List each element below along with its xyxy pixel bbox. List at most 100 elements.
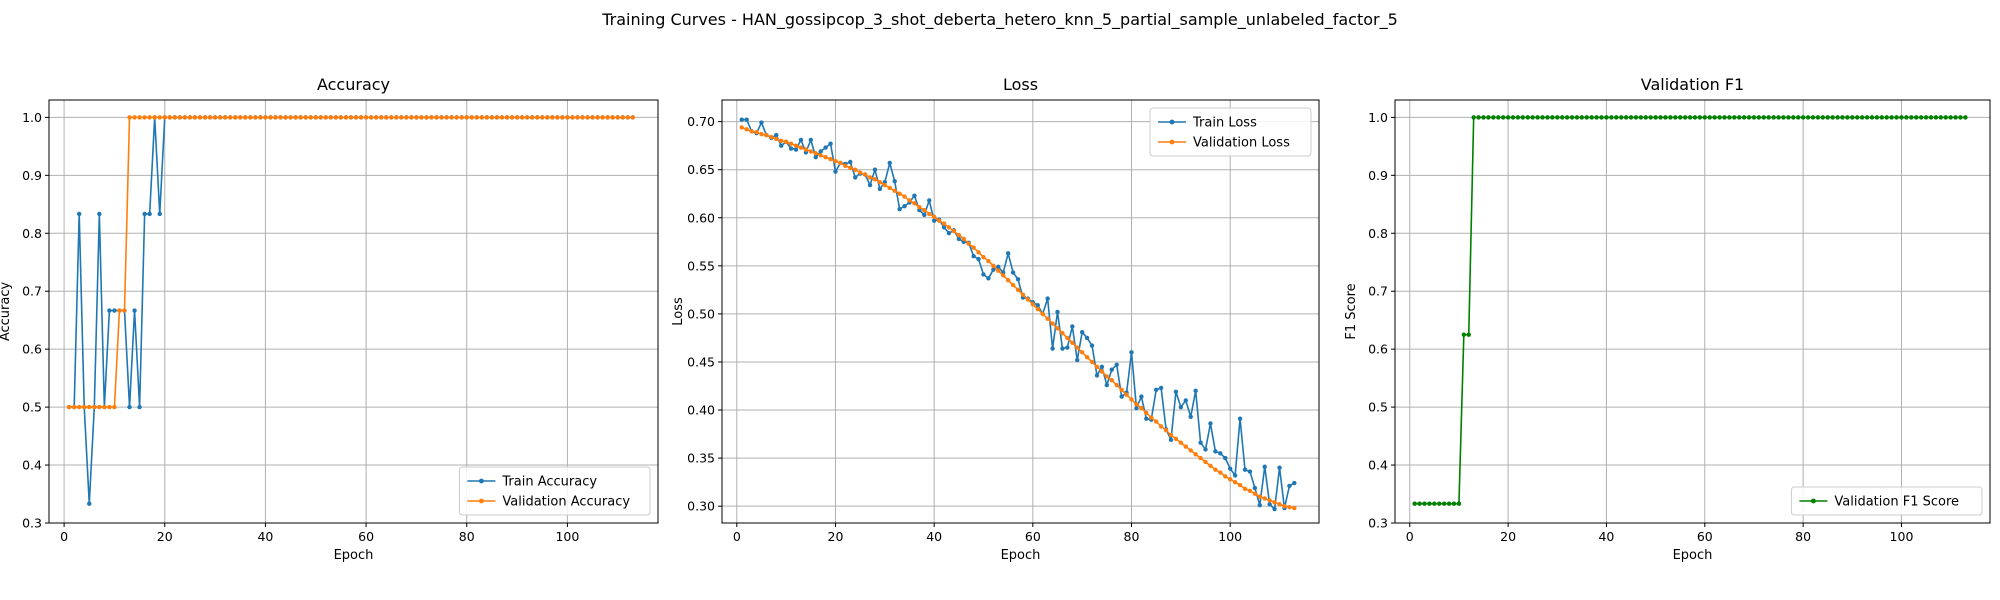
y-tick-label: 0.60: [687, 210, 715, 225]
data-point: [853, 167, 858, 172]
data-point: [813, 155, 818, 160]
data-point: [1805, 115, 1811, 120]
data-point: [1079, 350, 1085, 355]
data-point: [157, 115, 162, 120]
data-point: [338, 115, 344, 120]
data-point: [1451, 501, 1457, 506]
data-point: [927, 211, 932, 217]
data-point: [1060, 330, 1065, 336]
data-point: [1287, 483, 1292, 489]
y-tick-label: 0.5: [22, 400, 42, 415]
y-tick-label: 0.35: [687, 451, 715, 466]
data-point: [147, 211, 152, 217]
x-tick-label: 0: [60, 529, 68, 544]
data-point: [1687, 115, 1693, 120]
axes-frame: [1394, 99, 1991, 524]
data-point: [1515, 115, 1521, 120]
data-point: [1904, 115, 1909, 120]
data-point: [1437, 501, 1442, 506]
x-tick-label: 40: [257, 529, 273, 544]
data-point: [1471, 115, 1476, 120]
data-point: [1623, 115, 1629, 120]
data-point: [1055, 309, 1060, 315]
data-point: [565, 115, 570, 120]
data-point: [981, 272, 986, 277]
data-point: [1855, 115, 1860, 120]
data-point: [212, 115, 218, 120]
y-tick-label: 0.4: [22, 458, 42, 473]
data-point: [1894, 115, 1899, 120]
data-point: [1045, 316, 1050, 321]
data-point: [1648, 115, 1653, 120]
data-point: [897, 206, 902, 212]
data-point: [248, 115, 253, 120]
data-point: [1050, 346, 1055, 351]
data-point: [580, 115, 585, 120]
data-point: [1010, 270, 1016, 275]
data-point: [1114, 382, 1119, 388]
data-point: [1173, 436, 1179, 442]
data-point: [1441, 501, 1447, 506]
data-point: [1124, 392, 1129, 397]
data-point: [1643, 115, 1648, 120]
y-tick-label: 1.0: [22, 110, 42, 125]
data-point: [1292, 505, 1297, 511]
data-point: [848, 159, 853, 165]
data-point: [76, 211, 82, 217]
data-point: [107, 308, 112, 313]
data-point: [1525, 115, 1530, 120]
data-point: [1139, 394, 1144, 399]
data-point: [917, 204, 922, 210]
data-point: [1178, 404, 1184, 410]
data-point: [1466, 332, 1471, 337]
data-point: [1712, 115, 1717, 120]
x-tick-label: 40: [926, 529, 942, 544]
x-tick-label: 60: [1697, 529, 1713, 544]
data-point: [384, 115, 389, 120]
data-point: [222, 115, 228, 120]
data-point: [1292, 480, 1297, 486]
legend-label: Validation F1 Score: [1834, 495, 1959, 510]
data-point: [1242, 486, 1248, 492]
data-point: [97, 211, 102, 217]
data-point: [414, 115, 419, 120]
data-point: [1223, 455, 1228, 461]
data-point: [1417, 501, 1422, 506]
data-point: [409, 115, 414, 120]
data-point: [1786, 115, 1791, 120]
data-point: [1010, 282, 1016, 288]
data-point: [1183, 444, 1188, 449]
data-point: [1574, 115, 1580, 120]
data-point: [1193, 452, 1198, 457]
data-point: [187, 115, 193, 120]
data-point: [1545, 115, 1550, 120]
panel-title: Accuracy: [317, 75, 390, 94]
data-point: [107, 404, 112, 410]
data-point: [1198, 440, 1203, 445]
data-point: [818, 149, 823, 154]
data-point: [996, 264, 1001, 269]
data-point: [540, 115, 545, 120]
data-point: [1628, 115, 1634, 120]
data-point: [779, 143, 784, 148]
data-point: [764, 132, 769, 138]
data-point: [1791, 115, 1796, 120]
data-point: [848, 165, 853, 170]
data-point: [788, 146, 794, 151]
data-point: [1928, 115, 1934, 120]
data-point: [828, 156, 833, 162]
data-point: [535, 115, 540, 120]
data-point: [1594, 115, 1599, 120]
data-point: [308, 115, 313, 120]
data-point: [813, 151, 818, 156]
data-point: [122, 308, 127, 313]
data-point: [783, 139, 789, 145]
data-point: [1129, 397, 1134, 402]
data-point: [1614, 115, 1619, 120]
data-point: [142, 211, 147, 217]
data-point: [625, 115, 631, 120]
data-point: [1505, 115, 1511, 120]
data-point: [464, 115, 469, 120]
data-point: [1668, 115, 1673, 120]
data-point: [303, 115, 308, 120]
